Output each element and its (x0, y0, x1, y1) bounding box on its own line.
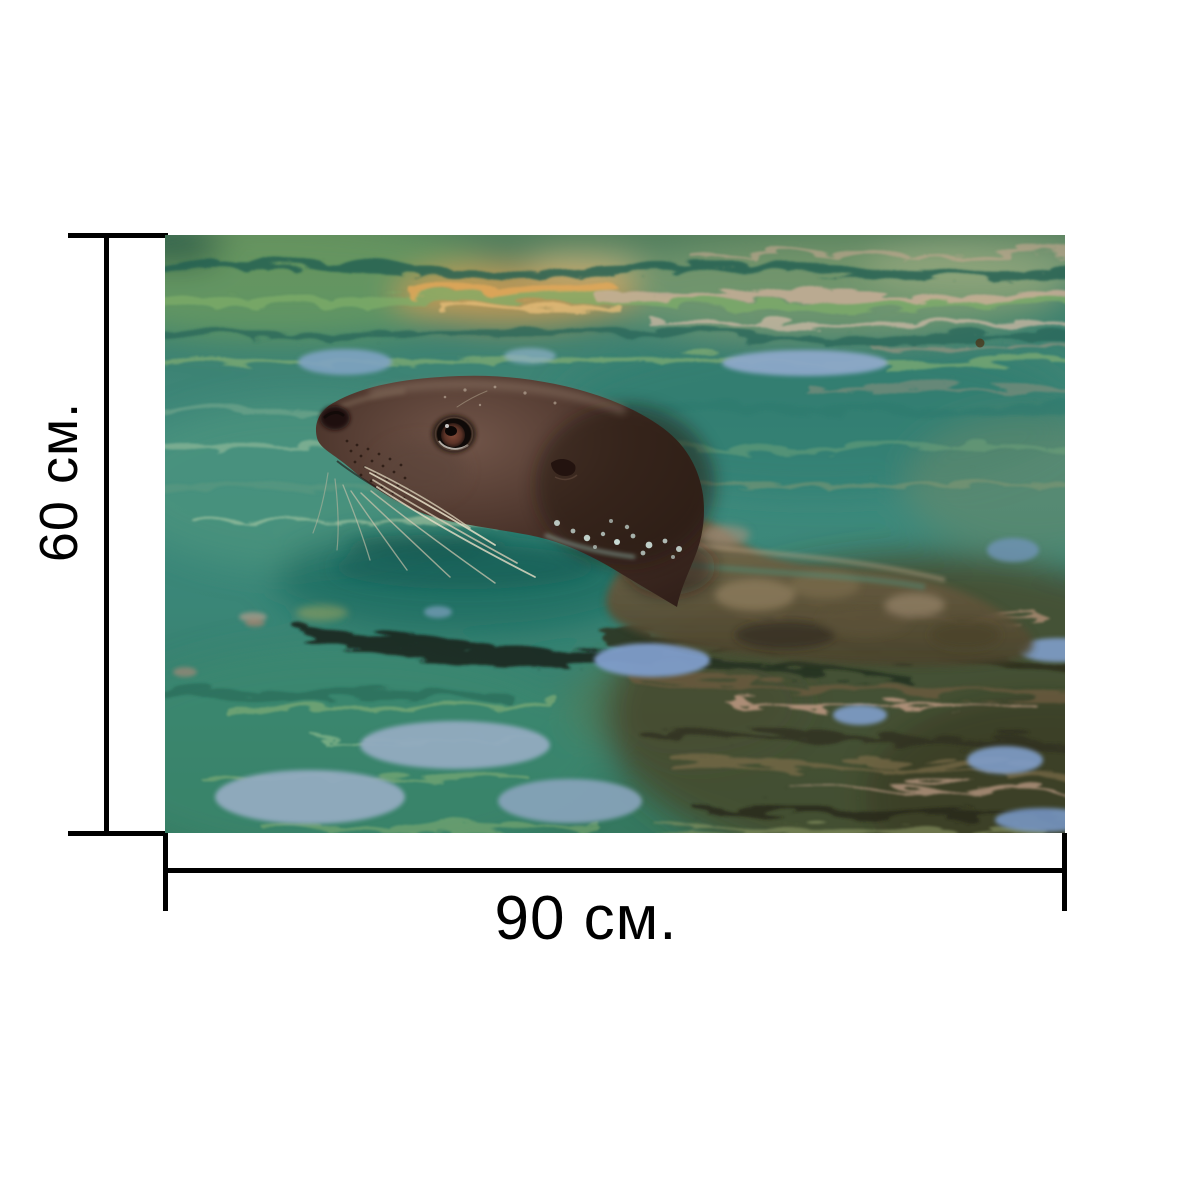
seal-ear (551, 459, 578, 481)
seal-head (315, 375, 715, 607)
head-shadow (535, 405, 715, 565)
width-dimension-tick-left (163, 833, 168, 911)
seal-photo-art (165, 235, 1065, 833)
waterline-splash (544, 519, 682, 559)
water-specks (173, 338, 985, 677)
width-label: 90 см. (494, 884, 678, 953)
seal-photo (165, 235, 1065, 833)
seal-eye (432, 415, 476, 453)
width-dimension-tick-right (1062, 833, 1067, 911)
height-dimension-tick-bottom (68, 831, 168, 836)
blue-reflections (215, 348, 1065, 832)
width-dimension-line (165, 868, 1065, 873)
height-label: 60 см. (29, 401, 89, 563)
height-dimension-tick-top (68, 233, 168, 238)
seal-body (605, 517, 1034, 667)
head-sheen (369, 380, 627, 415)
head-glints (443, 385, 557, 407)
height-dimension-line (104, 235, 109, 833)
seal-whiskers (312, 390, 536, 584)
